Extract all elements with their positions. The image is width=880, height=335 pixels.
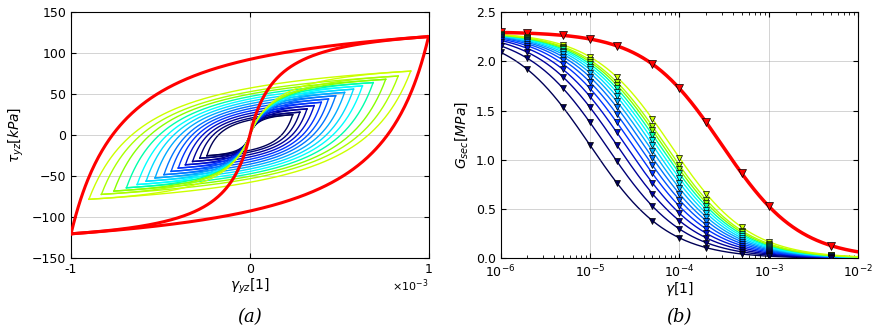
Text: $\times10^{-3}$: $\times10^{-3}$ — [392, 277, 429, 293]
Text: (a): (a) — [238, 308, 262, 326]
Y-axis label: $\tau_{yz}[kPa]$: $\tau_{yz}[kPa]$ — [7, 107, 26, 163]
X-axis label: $\gamma_{yz}[1]$: $\gamma_{yz}[1]$ — [230, 276, 270, 295]
Y-axis label: $G_{sec}[MPa]$: $G_{sec}[MPa]$ — [453, 101, 470, 169]
Text: (b): (b) — [666, 308, 692, 326]
X-axis label: $\gamma[1]$: $\gamma[1]$ — [665, 280, 693, 298]
